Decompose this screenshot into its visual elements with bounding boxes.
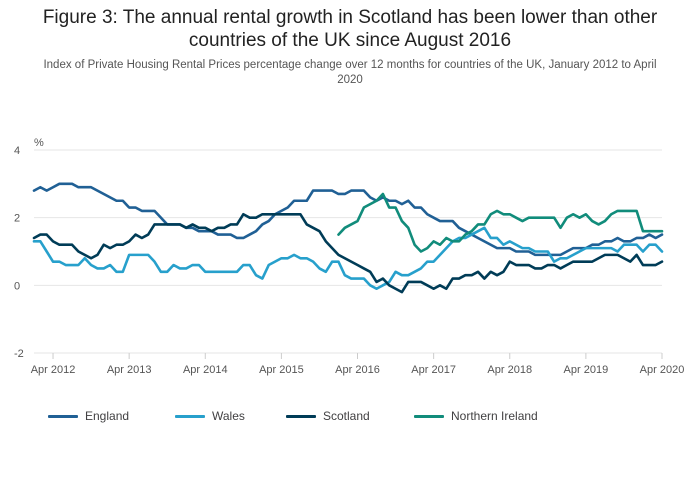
legend-label-scotland: Scotland — [323, 409, 370, 423]
y-axis-ticks: 4 2 0 -2 — [14, 145, 24, 360]
x-tick-label: Apr 2016 — [335, 364, 380, 376]
legend-label-wales: Wales — [212, 409, 245, 423]
chart-subtitle: Index of Private Housing Rental Prices p… — [43, 59, 657, 86]
x-tick-label: Apr 2019 — [564, 364, 609, 376]
legend-label-england: England — [85, 409, 130, 423]
chart-legend: England Wales Scotland Northern Ireland — [0, 408, 700, 428]
x-tick-label: Apr 2012 — [31, 364, 76, 376]
chart-title: Figure 3: The annual rental growth in Sc… — [42, 7, 658, 51]
series-line-wales — [32, 226, 664, 291]
x-tick-label: Apr 2017 — [411, 364, 456, 376]
series-line-northern-ireland — [337, 192, 664, 253]
y-tick-label: -2 — [14, 348, 24, 360]
legend-swatch-scotland — [286, 415, 316, 418]
x-axis-ticks: Apr 2012 Apr 2013 Apr 2014 Apr 2015 Apr 2016… — [31, 353, 685, 376]
legend-swatch-northern-ireland — [414, 415, 444, 418]
y-axis-unit-label: % — [34, 137, 44, 149]
x-tick-label: Apr 2018 — [487, 364, 532, 376]
x-tick-label: Apr 2014 — [183, 364, 228, 376]
y-tick-label: 0 — [14, 280, 20, 292]
series-line-scotland — [32, 212, 664, 294]
legend-label-northern-ireland: Northern Ireland — [451, 409, 538, 423]
legend-swatch-wales — [175, 415, 205, 418]
legend-swatch-england — [48, 415, 78, 418]
y-tick-label: 4 — [14, 145, 20, 157]
x-tick-label: Apr 2020 — [640, 364, 685, 376]
x-tick-label: Apr 2013 — [107, 364, 152, 376]
series-line-england — [32, 182, 664, 257]
gridlines — [34, 149, 662, 354]
y-tick-label: 2 — [14, 213, 20, 225]
series-lines — [32, 182, 664, 294]
x-tick-label: Apr 2015 — [259, 364, 304, 376]
